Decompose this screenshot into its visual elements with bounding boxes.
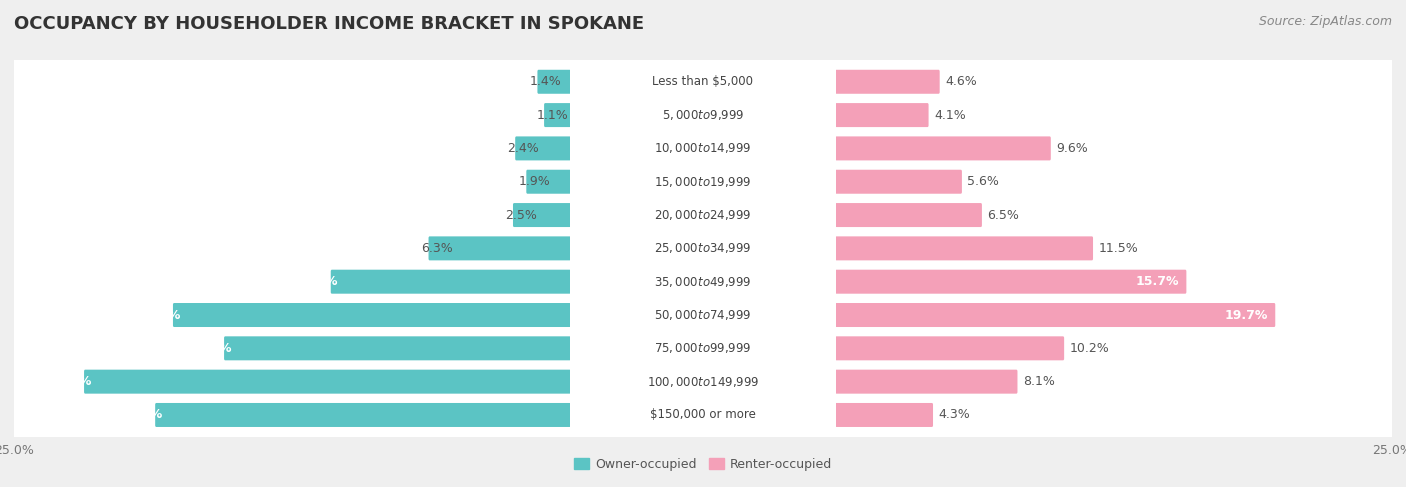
Text: $75,000 to $99,999: $75,000 to $99,999 [654, 341, 752, 356]
Text: 15.7%: 15.7% [1135, 275, 1178, 288]
FancyBboxPatch shape [513, 203, 571, 227]
Text: $15,000 to $19,999: $15,000 to $19,999 [654, 175, 752, 189]
FancyBboxPatch shape [569, 327, 837, 370]
FancyBboxPatch shape [837, 127, 1392, 170]
Text: $50,000 to $74,999: $50,000 to $74,999 [654, 308, 752, 322]
Text: 10.2%: 10.2% [1070, 342, 1109, 355]
FancyBboxPatch shape [155, 403, 571, 427]
FancyBboxPatch shape [835, 337, 1064, 360]
Text: $150,000 or more: $150,000 or more [650, 409, 756, 421]
Text: 9.6%: 9.6% [1056, 142, 1088, 155]
Text: 4.3%: 4.3% [939, 409, 970, 421]
Text: $20,000 to $24,999: $20,000 to $24,999 [654, 208, 752, 222]
Text: $5,000 to $9,999: $5,000 to $9,999 [662, 108, 744, 122]
FancyBboxPatch shape [569, 393, 837, 437]
FancyBboxPatch shape [569, 160, 837, 204]
FancyBboxPatch shape [569, 127, 837, 170]
Text: 19.7%: 19.7% [1225, 308, 1267, 321]
FancyBboxPatch shape [537, 70, 571, 94]
FancyBboxPatch shape [835, 170, 962, 194]
FancyBboxPatch shape [569, 226, 837, 270]
FancyBboxPatch shape [837, 293, 1392, 337]
Text: 11.5%: 11.5% [1098, 242, 1139, 255]
FancyBboxPatch shape [835, 236, 1092, 261]
FancyBboxPatch shape [569, 260, 837, 303]
FancyBboxPatch shape [835, 370, 1018, 393]
FancyBboxPatch shape [515, 136, 571, 160]
Text: Source: ZipAtlas.com: Source: ZipAtlas.com [1258, 15, 1392, 28]
FancyBboxPatch shape [84, 370, 571, 393]
FancyBboxPatch shape [837, 360, 1392, 403]
FancyBboxPatch shape [544, 103, 571, 127]
FancyBboxPatch shape [569, 60, 837, 103]
FancyBboxPatch shape [14, 127, 569, 170]
Text: 2.4%: 2.4% [508, 142, 538, 155]
FancyBboxPatch shape [835, 103, 928, 127]
FancyBboxPatch shape [429, 236, 571, 261]
Text: $35,000 to $49,999: $35,000 to $49,999 [654, 275, 752, 289]
Text: 4.6%: 4.6% [945, 75, 977, 88]
FancyBboxPatch shape [569, 94, 837, 137]
FancyBboxPatch shape [526, 170, 571, 194]
Text: 21.8%: 21.8% [48, 375, 91, 388]
FancyBboxPatch shape [835, 303, 1275, 327]
FancyBboxPatch shape [14, 94, 569, 137]
FancyBboxPatch shape [14, 393, 569, 437]
FancyBboxPatch shape [837, 160, 1392, 204]
FancyBboxPatch shape [14, 160, 569, 204]
Text: OCCUPANCY BY HOUSEHOLDER INCOME BRACKET IN SPOKANE: OCCUPANCY BY HOUSEHOLDER INCOME BRACKET … [14, 15, 644, 33]
FancyBboxPatch shape [173, 303, 571, 327]
FancyBboxPatch shape [835, 403, 934, 427]
Text: 8.1%: 8.1% [1024, 375, 1054, 388]
Text: 10.7%: 10.7% [295, 275, 339, 288]
FancyBboxPatch shape [569, 293, 837, 337]
FancyBboxPatch shape [14, 327, 569, 370]
FancyBboxPatch shape [835, 203, 981, 227]
Text: $100,000 to $149,999: $100,000 to $149,999 [647, 375, 759, 389]
FancyBboxPatch shape [14, 260, 569, 303]
FancyBboxPatch shape [837, 393, 1392, 437]
Text: 18.6%: 18.6% [120, 409, 163, 421]
FancyBboxPatch shape [569, 193, 837, 237]
FancyBboxPatch shape [330, 270, 571, 294]
Legend: Owner-occupied, Renter-occupied: Owner-occupied, Renter-occupied [568, 453, 838, 476]
Text: 1.4%: 1.4% [530, 75, 561, 88]
FancyBboxPatch shape [14, 226, 569, 270]
Text: 2.5%: 2.5% [505, 208, 537, 222]
FancyBboxPatch shape [14, 360, 569, 403]
FancyBboxPatch shape [569, 360, 837, 403]
FancyBboxPatch shape [14, 193, 569, 237]
Text: Less than $5,000: Less than $5,000 [652, 75, 754, 88]
FancyBboxPatch shape [14, 293, 569, 337]
Text: $10,000 to $14,999: $10,000 to $14,999 [654, 141, 752, 155]
Text: 6.3%: 6.3% [420, 242, 453, 255]
Text: 17.8%: 17.8% [138, 308, 181, 321]
FancyBboxPatch shape [835, 70, 939, 94]
Text: 1.1%: 1.1% [536, 109, 568, 122]
FancyBboxPatch shape [837, 327, 1392, 370]
FancyBboxPatch shape [835, 270, 1187, 294]
FancyBboxPatch shape [837, 94, 1392, 137]
Text: 1.9%: 1.9% [519, 175, 550, 188]
Text: 5.6%: 5.6% [967, 175, 1000, 188]
FancyBboxPatch shape [14, 60, 569, 103]
Text: 4.1%: 4.1% [934, 109, 966, 122]
Text: 6.5%: 6.5% [987, 208, 1019, 222]
FancyBboxPatch shape [837, 60, 1392, 103]
FancyBboxPatch shape [224, 337, 571, 360]
FancyBboxPatch shape [837, 193, 1392, 237]
Text: 15.5%: 15.5% [188, 342, 232, 355]
FancyBboxPatch shape [837, 226, 1392, 270]
FancyBboxPatch shape [835, 136, 1050, 160]
Text: $25,000 to $34,999: $25,000 to $34,999 [654, 242, 752, 255]
FancyBboxPatch shape [837, 260, 1392, 303]
